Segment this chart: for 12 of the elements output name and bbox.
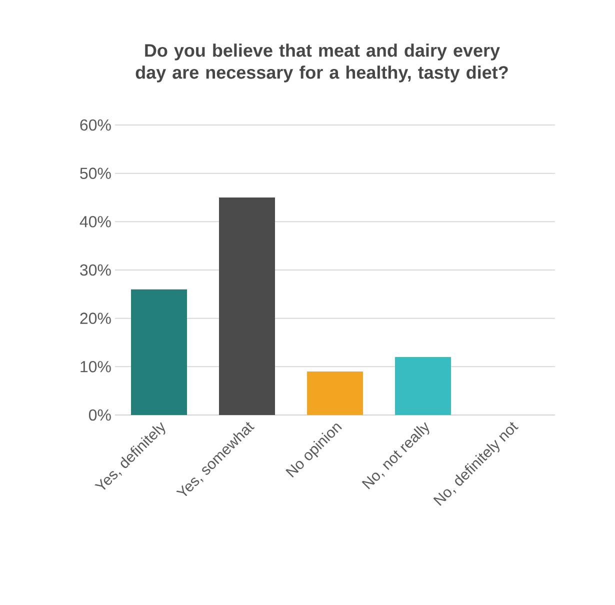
y-tick-label: 60%: [80, 119, 111, 131]
bar: [307, 372, 363, 415]
y-tick-label: 20%: [80, 312, 111, 324]
y-tick-label: 0%: [88, 409, 111, 421]
bar: [395, 357, 451, 415]
y-tick-label: 10%: [80, 361, 111, 372]
bar: [219, 198, 275, 415]
y-tick-label: 50%: [80, 168, 111, 179]
bar: [131, 289, 187, 415]
y-tick-label: 30%: [80, 264, 111, 276]
y-tick-label: 40%: [80, 216, 111, 228]
chart-title: Do you believe that meat and dairy every day are necessary for a healthy, tasty diet?: [136, 44, 508, 82]
